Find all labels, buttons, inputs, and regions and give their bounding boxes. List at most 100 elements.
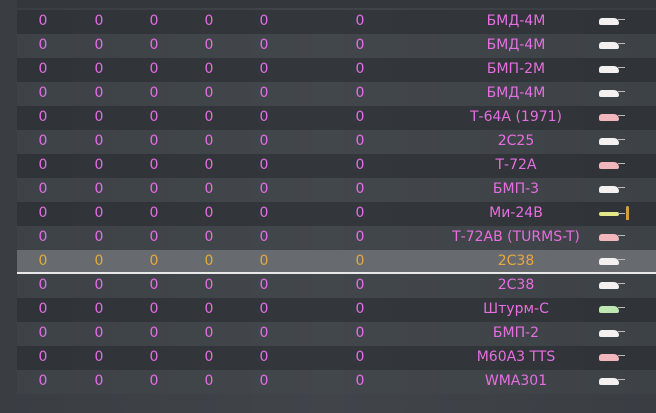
stat-cell: 0: [149, 277, 159, 293]
stat-cell: 0: [355, 229, 365, 245]
stat-cell: 0: [355, 109, 365, 125]
stat-cell: 0: [149, 229, 159, 245]
stat-cell: 0: [38, 85, 48, 101]
table-header: [17, 0, 656, 8]
stat-cell: 0: [94, 253, 104, 269]
stat-cell: 0: [38, 37, 48, 53]
stat-cell: 0: [259, 277, 269, 293]
tank-icon: [599, 138, 625, 145]
ammo-icon: [626, 206, 629, 220]
stat-cell: 0: [38, 253, 48, 269]
stat-cell: 0: [204, 61, 214, 77]
stat-cell: 0: [355, 13, 365, 29]
stat-cell: 0: [355, 61, 365, 77]
table-row[interactable]: 0 0 0 0 0 0 2С25: [17, 130, 656, 154]
stat-cell: 0: [259, 133, 269, 149]
stat-cell: 0: [204, 373, 214, 389]
stat-cell: 0: [204, 301, 214, 317]
stat-cell: 0: [149, 85, 159, 101]
stat-cell: 0: [204, 349, 214, 365]
stat-cell: 0: [259, 85, 269, 101]
stat-cell: 0: [355, 205, 365, 221]
stat-cell: 0: [149, 133, 159, 149]
table-row[interactable]: 0 0 0 0 0 0 Штурм-С: [17, 298, 656, 322]
stat-cell: 0: [38, 133, 48, 149]
stat-cell: 0: [38, 181, 48, 197]
stat-cell: 0: [94, 13, 104, 29]
vehicle-name: Т-64А (1971): [470, 109, 562, 125]
table-row[interactable]: 0 0 0 0 0 0 БМП-3: [17, 178, 656, 202]
table-row[interactable]: 0 0 0 0 0 0 БМД-4М: [17, 82, 656, 106]
tank-icon: [599, 234, 625, 241]
stat-cell: 0: [94, 181, 104, 197]
vehicle-name: БМД-4М: [486, 13, 546, 29]
table-row[interactable]: 0 0 0 0 0 0 Т-72А: [17, 154, 656, 178]
stat-cell: 0: [259, 301, 269, 317]
table-row[interactable]: 0 0 0 0 0 0 БМП-2М: [17, 58, 656, 82]
stat-cell: 0: [149, 61, 159, 77]
stat-cell: 0: [204, 37, 214, 53]
stat-cell: 0: [94, 133, 104, 149]
tank-icon: [599, 258, 625, 265]
vehicle-name: M60A3 TTS: [476, 349, 556, 365]
stat-cell: 0: [149, 109, 159, 125]
stat-cell: 0: [204, 277, 214, 293]
stat-cell: 0: [259, 349, 269, 365]
stat-cell: 0: [38, 109, 48, 125]
stat-cell: 0: [38, 157, 48, 173]
stat-cell: 0: [204, 133, 214, 149]
helicopter-icon: [599, 212, 625, 216]
tank-icon: [599, 114, 625, 121]
vehicle-name: БМП-2М: [486, 61, 546, 77]
stat-cell: 0: [38, 325, 48, 341]
table-row[interactable]: 0 0 0 0 0 0 2С38: [17, 274, 656, 298]
tank-icon: [599, 42, 625, 49]
stat-cell: 0: [355, 301, 365, 317]
table-row[interactable]: 0 0 0 0 0 0 2С38: [17, 250, 656, 274]
table-row[interactable]: 0 0 0 0 0 0 Т-72АВ (TURMS-T): [17, 226, 656, 250]
stat-cell: 0: [355, 133, 365, 149]
stat-cell: 0: [149, 253, 159, 269]
table-row[interactable]: 0 0 0 0 0 0 БМП-2: [17, 322, 656, 346]
stat-cell: 0: [204, 109, 214, 125]
stat-cell: 0: [149, 205, 159, 221]
stat-cell: 0: [204, 253, 214, 269]
stat-cell: 0: [38, 301, 48, 317]
stat-cell: 0: [94, 349, 104, 365]
stat-cell: 0: [204, 85, 214, 101]
stat-cell: 0: [259, 325, 269, 341]
scoreboard-table: 0 0 0 0 0 0 БМД-4М 0 0 0 0 0 0 БМД-4М 0 0 0 0 0 0 БМП-2М 0 0 0 0…: [17, 10, 656, 394]
stat-cell: 0: [204, 325, 214, 341]
stat-cell: 0: [94, 301, 104, 317]
table-row[interactable]: 0 0 0 0 0 0 БМД-4М: [17, 10, 656, 34]
stat-cell: 0: [149, 37, 159, 53]
tank-icon: [599, 306, 625, 313]
stat-cell: 0: [204, 205, 214, 221]
stat-cell: 0: [94, 85, 104, 101]
tank-icon: [599, 186, 625, 193]
stat-cell: 0: [94, 61, 104, 77]
vehicle-name: БМД-4М: [486, 37, 546, 53]
stat-cell: 0: [149, 181, 159, 197]
table-row[interactable]: 0 0 0 0 0 0 Т-64А (1971): [17, 106, 656, 130]
stat-cell: 0: [355, 253, 365, 269]
stat-cell: 0: [259, 205, 269, 221]
stat-cell: 0: [38, 229, 48, 245]
stat-cell: 0: [149, 157, 159, 173]
tank-icon: [599, 354, 625, 361]
stat-cell: 0: [355, 157, 365, 173]
table-row[interactable]: 0 0 0 0 0 0 M60A3 TTS: [17, 346, 656, 370]
table-row[interactable]: 0 0 0 0 0 0 БМД-4М: [17, 34, 656, 58]
table-row[interactable]: 0 0 0 0 0 0 WMA301: [17, 370, 656, 394]
stat-cell: 0: [38, 349, 48, 365]
stat-cell: 0: [355, 349, 365, 365]
stat-cell: 0: [38, 13, 48, 29]
table-row[interactable]: 0 0 0 0 0 0 Ми-24В: [17, 202, 656, 226]
stat-cell: 0: [355, 37, 365, 53]
vehicle-name: Штурм-С: [483, 301, 549, 317]
tank-icon: [599, 66, 625, 73]
stat-cell: 0: [149, 325, 159, 341]
stat-cell: 0: [149, 301, 159, 317]
stat-cell: 0: [94, 109, 104, 125]
stat-cell: 0: [259, 109, 269, 125]
